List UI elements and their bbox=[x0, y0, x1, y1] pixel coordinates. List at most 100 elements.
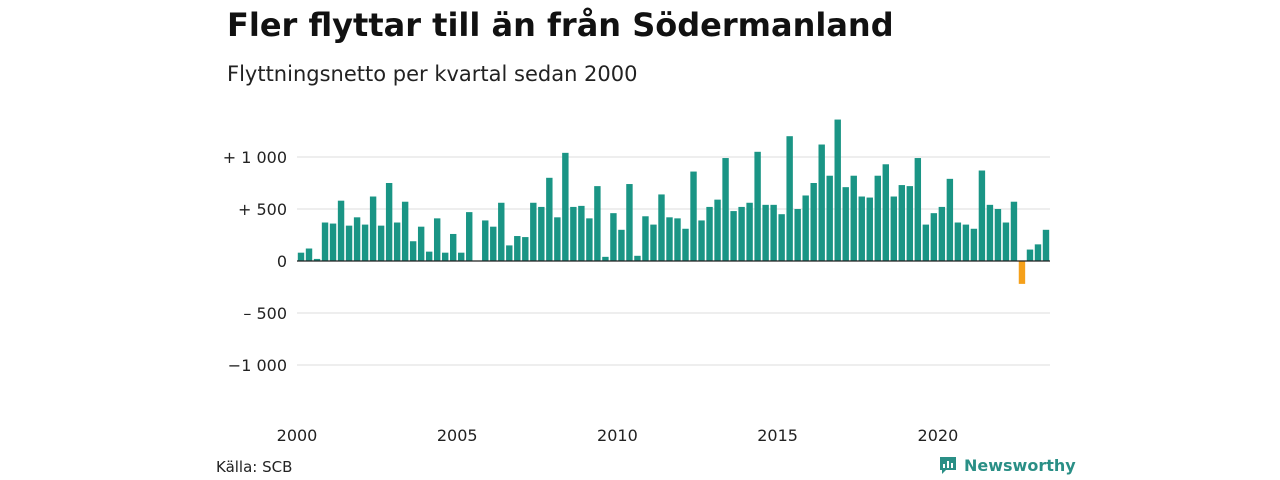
bar bbox=[1018, 261, 1026, 284]
bar bbox=[506, 245, 513, 261]
bar bbox=[586, 218, 593, 261]
bar bbox=[1002, 222, 1010, 261]
bar bbox=[610, 213, 617, 261]
x-tick-label: 2020 bbox=[918, 426, 959, 445]
bar bbox=[978, 170, 986, 261]
bar bbox=[409, 241, 417, 261]
bar bbox=[690, 171, 697, 261]
bar bbox=[1010, 201, 1018, 261]
bar bbox=[490, 226, 497, 261]
bars bbox=[297, 119, 1050, 284]
bar bbox=[986, 204, 994, 261]
bar bbox=[634, 255, 641, 261]
bar bbox=[1034, 244, 1042, 261]
bar bbox=[706, 206, 713, 261]
bar bbox=[1042, 229, 1050, 261]
chart-title: Fler flyttar till än från Södermanland bbox=[227, 6, 894, 44]
bar bbox=[794, 209, 801, 261]
bar bbox=[329, 223, 337, 261]
bar bbox=[522, 237, 529, 261]
bar bbox=[882, 164, 889, 261]
bar bbox=[482, 220, 489, 261]
bar bbox=[377, 225, 385, 261]
bar bbox=[297, 252, 305, 261]
bar bbox=[850, 175, 857, 261]
bar bbox=[826, 175, 833, 261]
x-tick-label: 2015 bbox=[757, 426, 798, 445]
bar bbox=[682, 228, 689, 261]
bar bbox=[906, 186, 914, 261]
bar bbox=[834, 119, 841, 261]
bar bbox=[514, 236, 521, 261]
bar bbox=[554, 217, 561, 261]
source-note: Källa: SCB bbox=[216, 458, 293, 476]
y-tick-label: + 500 bbox=[238, 200, 287, 219]
bar bbox=[890, 196, 897, 261]
bar bbox=[962, 224, 970, 261]
bar bbox=[674, 218, 681, 261]
x-tick-label: 2005 bbox=[437, 426, 478, 445]
bar bbox=[417, 226, 425, 261]
brand-name: Newsworthy bbox=[964, 455, 1076, 475]
bar bbox=[538, 206, 545, 261]
bar bbox=[458, 252, 465, 261]
bar bbox=[914, 158, 922, 261]
bar bbox=[866, 197, 873, 261]
bar bbox=[642, 216, 649, 261]
x-tick-label: 2000 bbox=[277, 426, 318, 445]
bar bbox=[393, 222, 401, 261]
bar bbox=[321, 222, 329, 261]
bar bbox=[938, 206, 946, 261]
bar bbox=[946, 178, 954, 261]
bar bbox=[810, 183, 817, 261]
bar bbox=[498, 202, 505, 261]
bar bbox=[954, 222, 962, 261]
bar bbox=[401, 201, 409, 261]
bar bbox=[305, 248, 313, 261]
bar bbox=[898, 185, 906, 261]
bar bbox=[594, 186, 601, 261]
bar bbox=[874, 175, 881, 261]
bar bbox=[530, 202, 537, 261]
bar bbox=[778, 214, 785, 261]
bar bbox=[714, 199, 721, 261]
bar bbox=[313, 258, 321, 261]
y-tick-label: – 500 bbox=[243, 304, 287, 323]
bar bbox=[762, 204, 769, 261]
bar bbox=[930, 213, 938, 261]
bar bbox=[433, 218, 441, 261]
bar bbox=[562, 152, 569, 261]
bar bbox=[466, 212, 473, 261]
bar bbox=[666, 217, 673, 261]
bar bbox=[786, 136, 793, 261]
bar bbox=[730, 211, 737, 261]
bar bbox=[658, 194, 665, 261]
bar bbox=[626, 184, 633, 261]
bar bbox=[361, 224, 369, 261]
bar bbox=[425, 251, 433, 261]
bar bbox=[858, 196, 865, 261]
newsworthy-logo[interactable]: Newsworthy bbox=[938, 455, 1076, 475]
bar bbox=[546, 177, 553, 261]
bar bbox=[1026, 249, 1034, 261]
bar bbox=[441, 252, 449, 261]
bar bbox=[618, 229, 625, 261]
bar bbox=[698, 220, 705, 261]
bar bbox=[353, 217, 361, 261]
bar bbox=[842, 187, 849, 261]
x-tick-label: 2010 bbox=[597, 426, 638, 445]
chart-subtitle: Flyttningsnetto per kvartal sedan 2000 bbox=[227, 62, 638, 86]
axes: + 1 000 + 500 0 – 500 −1 000 2000 2005 2010 2015… bbox=[223, 148, 1050, 445]
bar bbox=[802, 195, 809, 261]
bar bbox=[738, 206, 745, 261]
bar bbox=[970, 228, 978, 261]
y-tick-label: 0 bbox=[277, 252, 287, 271]
bar bbox=[337, 200, 345, 261]
bar bbox=[650, 224, 657, 261]
bar bbox=[722, 158, 729, 261]
bar bbox=[746, 202, 753, 261]
bar bbox=[450, 233, 457, 261]
newsworthy-bar-icon bbox=[940, 457, 956, 474]
bar bbox=[818, 144, 825, 261]
